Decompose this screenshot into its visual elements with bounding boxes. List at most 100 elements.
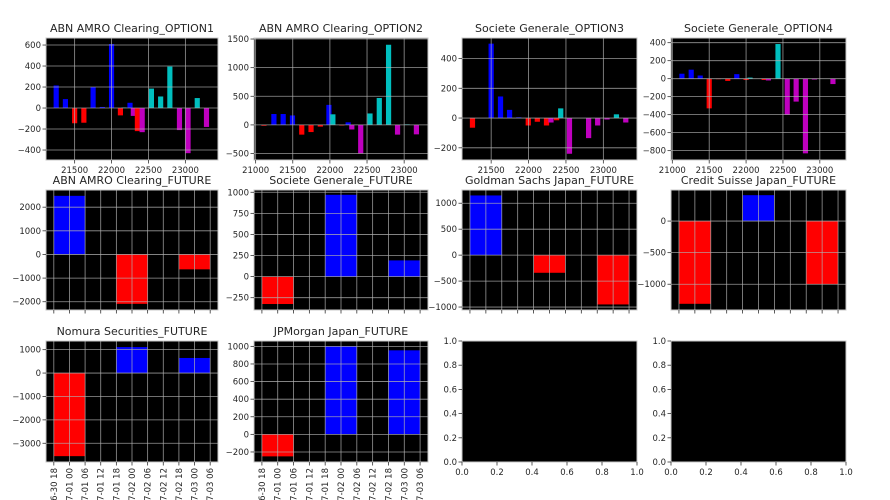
- y-tick-label: 800: [233, 360, 249, 370]
- x-tick-label: 07-01 00: [274, 468, 284, 500]
- y-tick-label: 0.4: [443, 410, 457, 420]
- x-tick-label: 07-01 12: [305, 468, 315, 500]
- x-tick-label: 1.0: [630, 468, 644, 478]
- x-tick-label: 06-30 18: [258, 468, 268, 500]
- y-tick-label: 1000: [19, 346, 41, 356]
- subplot-5: −2000 −1000 0 1000 2000 ABN AMRO Clearing_FUT…: [12, 174, 219, 314]
- bar-6: [725, 78, 731, 81]
- bar-19: [413, 124, 420, 135]
- bar-4: [506, 109, 513, 119]
- bar-12: [134, 108, 140, 132]
- bar-2: [62, 99, 68, 109]
- subplot-3: −200 0 200 400 21500 22000 22500 23000 Societe G…: [434, 22, 638, 176]
- x-tick-label: 07-02 06: [353, 468, 363, 500]
- axes-frame: [670, 37, 847, 161]
- bar-5: [90, 87, 96, 109]
- bar-9: [747, 77, 753, 79]
- y-tick-label: −200: [226, 448, 249, 458]
- y-tick-label: 400: [233, 395, 249, 405]
- y-tick-label: 0.8: [443, 361, 457, 371]
- axes-frame: [461, 37, 638, 161]
- bar-11: [130, 108, 136, 116]
- y-tick-label: −200: [643, 93, 666, 103]
- bar-9: [548, 118, 554, 123]
- x-tick-label: 07-02 12: [159, 468, 169, 500]
- y-tick-label: −1000: [12, 392, 41, 402]
- bar-1: [469, 118, 476, 128]
- bar-1: [53, 85, 59, 109]
- x-tick-label: 0.4: [734, 468, 748, 478]
- x-tick-label: 07-02 18: [175, 468, 185, 500]
- subplot-title: JPMorgan Japan_FUTURE: [273, 325, 409, 338]
- axes-background: [462, 38, 637, 160]
- x-tick-label: 22000: [733, 166, 760, 176]
- subplot-title: Societe Generale_OPTION4: [684, 22, 833, 35]
- subplot-7: −1000 −500 0 500 1000 Goldman Sachs Japan_FUT…: [428, 174, 638, 314]
- y-tick-label: 500: [441, 225, 457, 235]
- bar-6: [99, 106, 105, 109]
- bar-13: [585, 118, 592, 139]
- subplot-9: −3000 −2000 −1000 0 1000 06-30 18 07-01 00 07-0…: [12, 325, 219, 500]
- bar-9: [330, 114, 336, 125]
- x-tick-label: 07-02 00: [128, 468, 138, 500]
- bar-12: [775, 44, 781, 79]
- x-tick-label: 22000: [98, 166, 125, 176]
- y-tick-label: 0.0: [443, 458, 457, 468]
- y-tick-label: 0: [244, 273, 249, 283]
- x-tick-label: 07-02 06: [144, 468, 154, 500]
- bar-2: [271, 114, 277, 125]
- y-tick-label: −1000: [12, 274, 41, 284]
- axes-frame: [670, 340, 847, 463]
- x-tick-label: 0.4: [525, 468, 539, 478]
- y-tick-label: 0.4: [652, 410, 666, 420]
- subplot-title: Societe Generale_OPTION3: [475, 22, 624, 35]
- x-tick-label: 1.0: [839, 468, 853, 478]
- x-tick-label: 22500: [552, 166, 579, 176]
- bar-11: [558, 108, 564, 119]
- bar-1: [679, 73, 685, 79]
- x-tick-label: 23000: [806, 166, 833, 176]
- x-tick-label: 0.6: [769, 468, 783, 478]
- y-tick-label: 200: [25, 83, 41, 93]
- x-tick-label: 07-02 00: [337, 468, 347, 500]
- x-tick-label: 07-03 06: [416, 468, 426, 500]
- axes-background: [254, 38, 428, 160]
- y-tick-label: −2000: [12, 298, 41, 308]
- x-tick-label: 22000: [515, 166, 542, 176]
- y-tick-label: −800: [643, 147, 666, 157]
- subplot-title: Goldman Sachs Japan_FUTURE: [465, 174, 634, 187]
- x-tick-label: 07-01 00: [65, 468, 75, 500]
- y-tick-label: −200: [18, 125, 41, 135]
- bar-5: [299, 124, 305, 135]
- y-tick-label: 0: [452, 251, 457, 261]
- x-tick-label: 22500: [135, 166, 162, 176]
- axes-frame: [461, 340, 638, 463]
- y-tick-label: 200: [650, 57, 666, 67]
- y-tick-label: −500: [434, 277, 457, 287]
- bar-1: [261, 124, 267, 126]
- axes-background: [671, 341, 846, 462]
- y-tick-label: 0.6: [652, 385, 666, 395]
- subplot-title: Credit Suisse Japan_FUTURE: [681, 174, 836, 187]
- bar-19: [194, 98, 200, 109]
- y-tick-label: 2000: [19, 203, 41, 213]
- x-tick-label: 07-02 12: [369, 468, 379, 500]
- bar-17: [623, 118, 629, 123]
- y-tick-label: 500: [233, 92, 249, 102]
- bar-2: [688, 69, 694, 79]
- y-tick-label: 750: [233, 209, 249, 219]
- y-tick-label: 1.0: [652, 337, 666, 347]
- bar-10: [553, 118, 560, 121]
- x-tick-label: 07-02 18: [384, 468, 394, 500]
- axes-background: [46, 38, 218, 160]
- x-tick-label: 23000: [391, 166, 418, 176]
- y-tick-label: −400: [643, 111, 666, 121]
- x-tick-label: 07-01 06: [81, 468, 91, 500]
- y-tick-label: 0: [36, 104, 41, 114]
- bar-14: [367, 113, 373, 125]
- bar-3: [497, 96, 504, 119]
- x-tick-label: 0.2: [699, 468, 713, 478]
- bar-10: [761, 78, 767, 81]
- y-tick-label: 0.6: [443, 385, 457, 395]
- y-tick-label: 0: [36, 369, 41, 379]
